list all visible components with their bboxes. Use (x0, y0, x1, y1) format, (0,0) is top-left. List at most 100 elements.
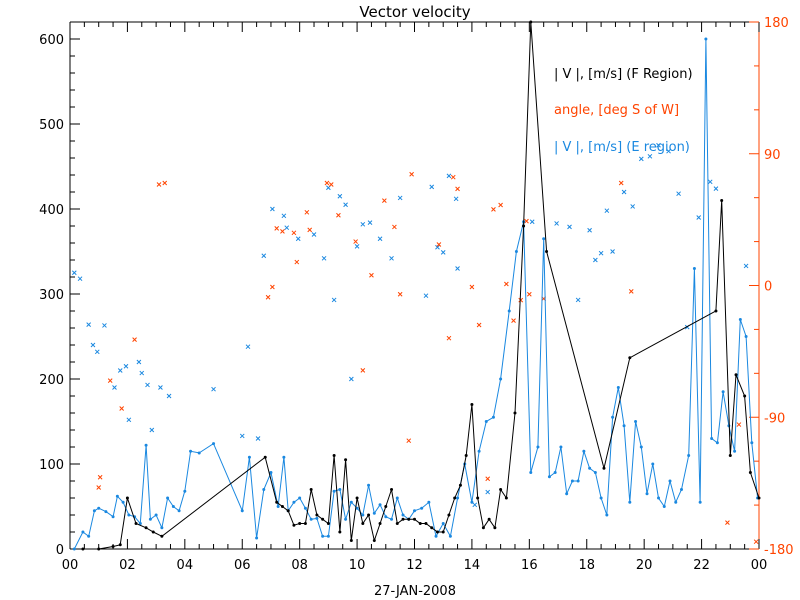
e-region-x-marker (440, 249, 446, 255)
f-region-point (602, 466, 606, 470)
legend-entry: | V |, [m/s] (F Region) (554, 67, 693, 82)
f-region-point (321, 517, 325, 521)
e-region-x-marker (331, 297, 337, 303)
e-region-point (401, 513, 405, 517)
e-region-point (477, 449, 481, 453)
e-region-x-marker (158, 385, 163, 390)
e-region-point (303, 506, 307, 510)
e-region-x-marker (102, 323, 107, 328)
f-region-point (757, 496, 761, 500)
e-region-point (321, 534, 325, 538)
e-region-point (448, 534, 452, 538)
e-region-point (542, 237, 546, 241)
angle-x-marker (446, 335, 452, 341)
angle-x-marker (455, 186, 460, 192)
e-region-point (507, 309, 511, 313)
angle-x-marker (156, 182, 162, 187)
x-tick-label: 02 (119, 558, 136, 573)
e-region-point (420, 506, 424, 510)
e-region-point (197, 451, 201, 455)
f-region-point (134, 522, 138, 525)
plot-area (71, 20, 761, 551)
e-region-point (326, 534, 330, 538)
e-region-x-marker (136, 359, 142, 365)
e-region-point (189, 449, 193, 453)
e-region-point (282, 455, 286, 459)
f-region-point (493, 526, 497, 530)
y-tick-label: 0 (56, 543, 64, 558)
e-region-x-marker (554, 221, 559, 226)
x-tick-label: 06 (234, 558, 251, 573)
x-tick-label: 10 (349, 558, 366, 573)
e-region-point (349, 500, 353, 504)
f-region-point (430, 526, 434, 530)
e-region-point (154, 513, 158, 517)
legend: | V |, [m/s] (F Region) angle, [deg S of … (554, 67, 693, 155)
f-region-point (435, 530, 439, 534)
e-region-point (470, 500, 474, 504)
e-region-point (588, 466, 592, 470)
angle-x-marker (291, 230, 297, 236)
e-region-point (499, 377, 503, 381)
f-region-point (545, 250, 549, 253)
angle-x-marker (324, 180, 330, 186)
e-region-point (679, 488, 683, 491)
e-region-point (605, 513, 609, 517)
e-region-x-marker (112, 385, 117, 390)
e-region-point (657, 496, 661, 500)
f-region-point (160, 534, 164, 538)
e-region-point (687, 454, 691, 457)
e-region-x-marker (377, 236, 383, 242)
e-region-x-marker (604, 208, 610, 214)
e-region-x-marker (367, 220, 373, 225)
angle-x-marker (132, 337, 137, 343)
f-region-point (118, 543, 122, 547)
e-region-point (692, 267, 696, 270)
e-region-x-marker (598, 250, 604, 256)
f-region-point (413, 517, 416, 521)
angle-x-marker (307, 227, 313, 233)
e-region-point (384, 515, 388, 519)
f-region-point (151, 530, 155, 534)
e-region-x-marker (389, 255, 394, 261)
e-region-point (115, 494, 119, 498)
f-region-point (97, 547, 101, 551)
angle-x-marker (618, 180, 624, 186)
e-region-x-marker (397, 195, 403, 201)
f-region-point (111, 544, 115, 548)
y-tick-label: 200 (39, 373, 64, 388)
e-region-point (361, 513, 365, 517)
e-region-x-marker (587, 227, 592, 233)
e-region-point (738, 318, 742, 321)
f-region-point (286, 509, 290, 513)
e-region-x-marker (354, 244, 360, 249)
f-region-point (476, 496, 480, 500)
e-region-x-marker (149, 427, 155, 433)
f-region-point (361, 522, 365, 525)
e-region-x-marker (255, 436, 261, 441)
e-region-x-marker (455, 266, 460, 271)
angle-x-marker (504, 281, 509, 287)
e-region-x-marker (337, 193, 343, 199)
e-region-point (144, 443, 148, 447)
f-region-point (628, 356, 632, 360)
e-region-point (559, 445, 563, 449)
angle-x-marker (725, 520, 730, 526)
e-region-point (72, 547, 76, 551)
e-region-x-marker (281, 213, 287, 219)
f-region-point (144, 526, 148, 530)
f-region-point (367, 513, 371, 517)
e-region-x-marker (696, 215, 702, 220)
angle-x-marker (328, 182, 334, 187)
angle-x-marker (498, 202, 503, 208)
e-region-point (240, 509, 244, 513)
f-region-point (338, 530, 342, 534)
e-region-point (309, 517, 313, 521)
angle-x-marker (736, 422, 742, 427)
f-region-point (728, 454, 732, 457)
e-region-point (247, 455, 251, 459)
f-region-point (303, 522, 307, 525)
e-region-point (104, 510, 108, 514)
f-region-line (82, 21, 760, 550)
